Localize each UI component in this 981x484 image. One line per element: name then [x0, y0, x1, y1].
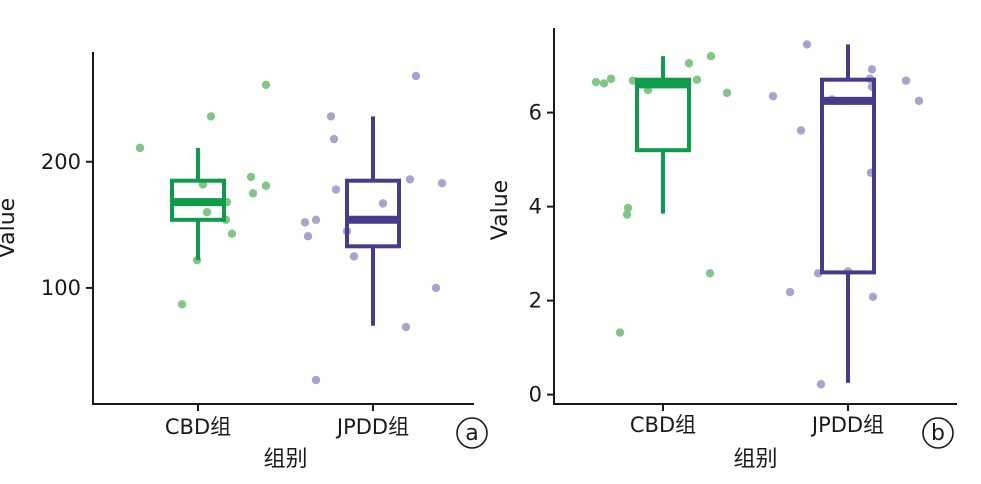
y-tick-label: 200: [41, 150, 81, 174]
data-point: [816, 380, 826, 389]
data-point: [606, 74, 616, 83]
data-point: [177, 300, 187, 309]
data-point: [311, 375, 321, 385]
panel-tag-circle: [922, 417, 954, 449]
x-tick-label: JPDD组: [810, 413, 884, 437]
data-point: [261, 181, 271, 190]
data-point: [796, 126, 806, 135]
panel-tag-label: b: [931, 421, 945, 446]
x-tick-label: CBD组: [165, 415, 231, 439]
y-tick-label: 6: [529, 101, 542, 125]
chart-panel-b: 0 2 4 6 CBD组 JPDD组 Value 组别 b: [488, 28, 957, 472]
x-axis-title: 组别: [263, 447, 307, 472]
data-point: [785, 287, 795, 297]
x-axis-title: 组别: [733, 447, 777, 472]
x-tick-label: CBD组: [630, 413, 696, 437]
data-point: [202, 208, 212, 217]
data-point: [411, 71, 421, 81]
data-point: [431, 283, 441, 293]
data-point: [802, 40, 812, 49]
data-point: [135, 143, 145, 153]
data-point: [405, 175, 415, 184]
data-point: [706, 52, 716, 61]
data-point: [303, 232, 313, 241]
y-tick-label: 0: [529, 383, 542, 407]
x-tick-label: JPDD组: [335, 415, 409, 439]
data-point: [326, 112, 336, 121]
data-point: [329, 134, 339, 144]
box-iqr: [345, 178, 401, 249]
y-tick-label: 2: [529, 289, 542, 313]
data-point: [868, 292, 878, 302]
data-point: [768, 91, 778, 101]
data-point: [692, 75, 702, 84]
data-point: [437, 179, 447, 188]
y-tick-label: 4: [529, 195, 542, 219]
data-point: [705, 269, 715, 278]
chart-panel-a: 100 200 CBD组 JPDD组 Value 组别 a: [0, 52, 488, 472]
data-point: [331, 185, 341, 194]
data-point: [722, 88, 732, 98]
y-axis-title: Value: [488, 180, 513, 240]
panel-tag-label: a: [465, 421, 478, 446]
data-point: [349, 252, 359, 261]
data-point: [623, 203, 633, 213]
data-point: [227, 229, 237, 238]
data-point: [901, 76, 911, 85]
data-point: [248, 189, 258, 198]
y-tick-label: 100: [41, 276, 81, 300]
data-point: [401, 322, 411, 332]
y-axis-title: Value: [0, 198, 20, 258]
panel-tag-circle: [456, 417, 488, 449]
data-point: [206, 112, 216, 121]
data-point: [261, 80, 271, 90]
data-point: [615, 328, 625, 337]
data-point: [300, 218, 310, 227]
box-iqr: [820, 77, 876, 275]
data-point: [246, 172, 256, 182]
data-point: [867, 65, 877, 74]
data-point: [599, 79, 609, 88]
data-point: [311, 215, 321, 224]
data-point: [622, 210, 632, 219]
data-point: [378, 199, 388, 208]
data-point: [914, 96, 924, 106]
box-iqr: [635, 77, 691, 153]
data-point: [591, 77, 601, 87]
data-point: [684, 59, 694, 68]
